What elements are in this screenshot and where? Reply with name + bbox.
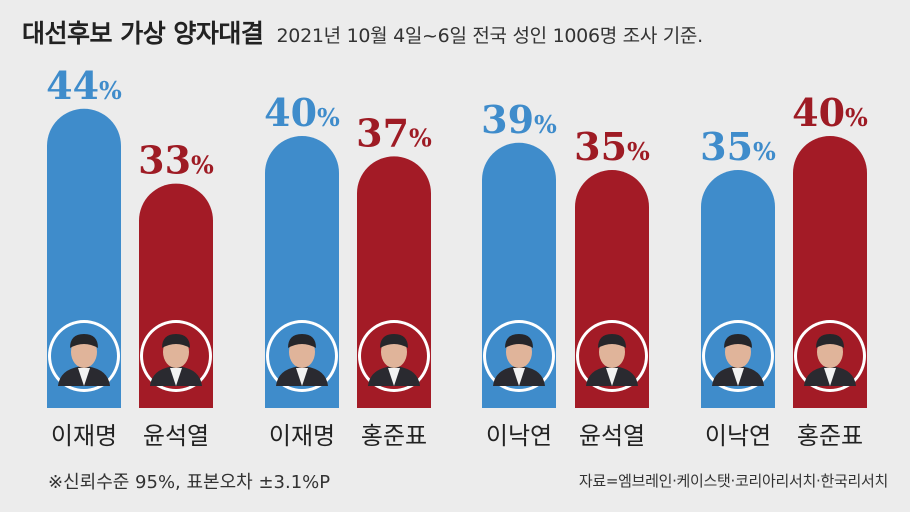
chart-subtitle: 2021년 10월 4일~6일 전국 성인 1006명 조사 기준. [276, 25, 704, 47]
yoon-suk-yeol-portrait-icon [576, 320, 648, 392]
candidate-label: 홍준표 [361, 422, 427, 450]
candidate-label: 윤석열 [579, 422, 645, 450]
lee-jae-myung-portrait-icon [266, 320, 338, 392]
chart-header: 대선후보 가상 양자대결 2021년 10월 4일~6일 전국 성인 1006명… [22, 14, 703, 50]
candidate-label: 이낙연 [705, 422, 771, 450]
value-label: 37% [356, 110, 432, 155]
value-label: 40% [792, 90, 868, 135]
yoon-suk-yeol-portrait-icon [140, 320, 212, 392]
value-label: 35% [700, 124, 776, 169]
value-label: 44% [46, 63, 122, 108]
candidate-label: 이재명 [269, 422, 335, 450]
value-label: 35% [574, 124, 650, 169]
lee-jae-myung-portrait-icon [48, 320, 120, 392]
candidate-label: 홍준표 [797, 422, 863, 450]
chart-title: 대선후보 가상 양자대결 [22, 19, 264, 48]
lee-nak-yon-portrait-icon [483, 320, 555, 392]
hong-joon-pyo-portrait-icon [358, 320, 430, 392]
value-label: 33% [138, 138, 214, 183]
lee-nak-yon-portrait-icon [702, 320, 774, 392]
source-credit: 자료=엠브레인·케이스탯·코리아리서치·한국리서치 [578, 472, 888, 490]
value-label: 39% [481, 97, 557, 142]
hong-joon-pyo-portrait-icon [794, 320, 866, 392]
footnote-margin-of-error: ※신뢰수준 95%, 표본오차 ±3.1%P [48, 472, 331, 493]
value-label: 40% [264, 90, 340, 135]
candidate-label: 이재명 [51, 422, 117, 450]
candidate-label: 이낙연 [486, 422, 552, 450]
candidate-label: 윤석열 [143, 422, 209, 450]
